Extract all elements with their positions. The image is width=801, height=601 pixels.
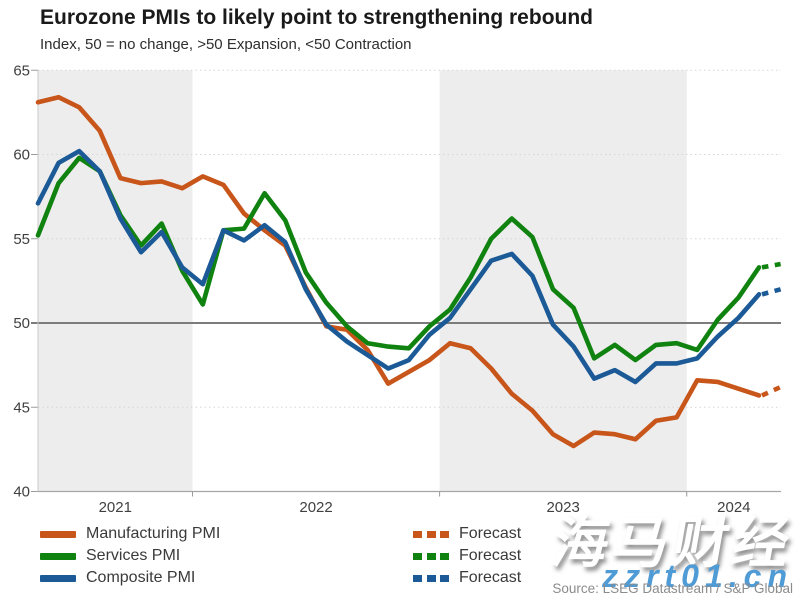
legend-series: Manufacturing PMI Services PMI Composite…	[40, 523, 220, 589]
legend-label-forecast: Forecast	[459, 569, 522, 586]
legend-label-composite: Composite PMI	[86, 569, 196, 586]
manufacturing-line-swatch	[40, 530, 76, 538]
legend-forecast: Forecast Forecast Forecast	[413, 523, 521, 589]
y-tick-label: 65	[13, 62, 30, 79]
legend-label-forecast: Forecast	[459, 525, 522, 542]
legend-label-manufacturing: Manufacturing PMI	[86, 525, 221, 542]
x-tick-label: 2021	[99, 499, 132, 516]
x-tick-label: 2022	[299, 499, 332, 516]
y-tick-label: 45	[13, 399, 30, 416]
year-shading-band	[38, 70, 193, 492]
x-tick-label: 2023	[546, 499, 579, 516]
legend-label-forecast: Forecast	[459, 547, 522, 564]
composite-forecast-swatch	[413, 574, 449, 582]
watermark-site-text: zzrt01.cn	[602, 558, 793, 594]
source-note: Source: LSEG Datastream / S&P Global	[552, 581, 793, 596]
legend-item-manufacturing: Manufacturing PMI	[40, 523, 220, 545]
services-line-swatch	[40, 552, 76, 560]
x-tick-label: 2024	[717, 499, 750, 516]
series-line-composite-pmi	[35, 148, 762, 385]
year-shading-band	[439, 70, 687, 492]
legend-label-services: Services PMI	[86, 547, 181, 564]
legend-item-composite: Composite PMI	[40, 567, 220, 589]
legend-item-forecast-services: Forecast	[413, 545, 521, 567]
y-tick-label: 50	[13, 315, 30, 332]
legend-item-forecast-manufacturing: Forecast	[413, 523, 521, 545]
legend-item-services: Services PMI	[40, 545, 220, 567]
services-forecast-swatch	[413, 552, 449, 560]
legend-item-forecast-composite: Forecast	[413, 567, 521, 589]
forecast-line-services-pmi	[761, 261, 782, 270]
y-tick-label: 40	[13, 484, 30, 501]
manufacturing-forecast-swatch	[413, 530, 449, 538]
composite-line-swatch	[40, 574, 76, 582]
chart-subtitle: Index, 50 = no change, >50 Expansion, <5…	[40, 36, 412, 53]
page-title: Eurozone PMIs to likely point to strengt…	[40, 6, 594, 29]
series-line-services-pmi	[35, 155, 762, 363]
series-line-manufacturing-pmi	[35, 94, 762, 449]
forecast-line-manufacturing-pmi	[761, 384, 782, 398]
y-tick-label: 60	[13, 147, 30, 164]
y-tick-label: 55	[13, 231, 30, 248]
forecast-line-composite-pmi	[761, 287, 782, 297]
